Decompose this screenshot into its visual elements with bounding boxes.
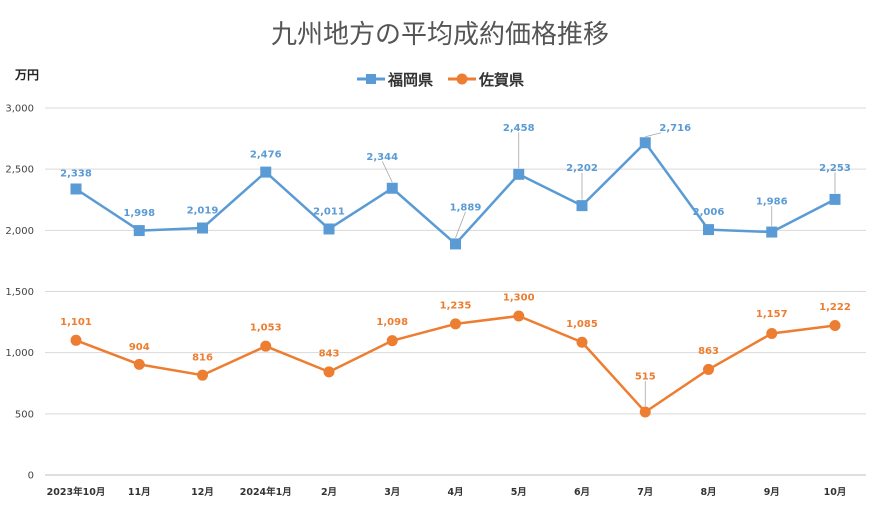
data-point bbox=[70, 334, 82, 346]
data-label: 904 bbox=[129, 342, 150, 353]
data-point bbox=[766, 327, 778, 339]
data-label: 1,157 bbox=[756, 309, 788, 320]
y-tick-label: 3,000 bbox=[5, 104, 34, 115]
series-fukuoka: 2,338 1,998 2,019 2,476 2,011 2,344 1,889 2,458… bbox=[60, 123, 851, 250]
data-label: 1,300 bbox=[503, 292, 535, 303]
data-label: 816 bbox=[192, 353, 213, 364]
data-label: 1,235 bbox=[440, 300, 472, 311]
data-label: 515 bbox=[635, 371, 656, 382]
data-point bbox=[513, 310, 525, 322]
data-point bbox=[197, 369, 208, 381]
data-point bbox=[133, 225, 145, 237]
data-label: 1,889 bbox=[450, 202, 482, 213]
data-label: 2,011 bbox=[313, 206, 345, 217]
data-point bbox=[513, 168, 525, 180]
data-label: 2,006 bbox=[693, 207, 725, 218]
x-axis-tick-labels: 2023年10月 11月 12月 2024年1月 2月 3月 4月 5月 6月 7月 8月 9月 10月 bbox=[47, 486, 847, 498]
x-tick-label: 2024年1月 bbox=[240, 486, 292, 498]
data-point bbox=[829, 193, 841, 205]
data-point bbox=[639, 137, 651, 149]
y-tick-label: 2,000 bbox=[5, 226, 34, 237]
data-label: 1,986 bbox=[756, 197, 788, 208]
gridlines bbox=[45, 107, 866, 476]
leader-line bbox=[381, 161, 393, 183]
data-label: 1,098 bbox=[376, 317, 408, 328]
data-label: 1,998 bbox=[123, 208, 155, 219]
leader-line bbox=[645, 132, 662, 138]
data-label: 2,344 bbox=[366, 152, 398, 163]
data-label: 863 bbox=[698, 346, 719, 357]
legend-label-saga: 佐賀県 bbox=[478, 71, 524, 89]
data-point bbox=[323, 223, 335, 235]
y-tick-label: 2,500 bbox=[5, 165, 34, 176]
data-point bbox=[450, 238, 461, 250]
x-tick-label: 4月 bbox=[447, 487, 463, 498]
y-tick-label: 1,500 bbox=[5, 287, 34, 298]
data-point bbox=[829, 320, 841, 332]
data-point bbox=[703, 363, 714, 375]
data-label: 843 bbox=[319, 348, 340, 359]
data-label: 1,222 bbox=[819, 302, 851, 313]
data-point bbox=[197, 222, 208, 234]
y-tick-label: 0 bbox=[28, 471, 34, 482]
legend-label-fukuoka: 福岡県 bbox=[387, 71, 433, 89]
legend-item-saga: 佐賀県 bbox=[448, 71, 524, 89]
data-point bbox=[576, 200, 588, 212]
data-point bbox=[386, 335, 398, 347]
data-point bbox=[260, 340, 272, 352]
x-tick-label: 8月 bbox=[700, 487, 716, 498]
legend-item-fukuoka: 福岡県 bbox=[357, 71, 433, 89]
data-point bbox=[133, 358, 145, 370]
data-point bbox=[450, 318, 461, 330]
data-label: 2,716 bbox=[659, 123, 691, 134]
data-point bbox=[766, 226, 778, 238]
data-label: 2,338 bbox=[60, 168, 92, 179]
data-label: 2,253 bbox=[819, 163, 851, 174]
y-tick-label: 1,000 bbox=[5, 348, 34, 359]
series-layer: 2,338 1,998 2,019 2,476 2,011 2,344 1,889 2,458… bbox=[60, 123, 851, 418]
data-point bbox=[386, 182, 398, 194]
data-point bbox=[703, 224, 714, 236]
x-tick-label: 11月 bbox=[128, 487, 151, 498]
series-saga: 1,101 904 816 1,053 843 1,098 1,235 1,300 1,085 5… bbox=[60, 292, 851, 418]
series-line bbox=[75, 141, 836, 246]
data-label: 2,019 bbox=[187, 206, 219, 217]
x-tick-label: 2023年10月 bbox=[47, 486, 106, 498]
data-label: 1,085 bbox=[566, 319, 598, 330]
data-label: 2,458 bbox=[503, 123, 535, 134]
data-label: 1,053 bbox=[250, 323, 282, 334]
data-label: 2,476 bbox=[250, 150, 282, 161]
legend: 福岡県 佐賀県 bbox=[357, 71, 524, 89]
data-point bbox=[639, 406, 651, 418]
series-line bbox=[75, 314, 836, 414]
y-axis-unit-label: 万円 bbox=[14, 68, 39, 82]
data-point bbox=[323, 366, 335, 378]
y-tick-label: 500 bbox=[15, 409, 34, 420]
leader-line bbox=[455, 211, 466, 239]
data-point bbox=[260, 166, 272, 178]
y-axis-tick-labels: 0 500 1,000 1,500 2,000 2,500 3,000 bbox=[5, 104, 34, 482]
data-point bbox=[576, 336, 588, 348]
x-tick-label: 9月 bbox=[764, 487, 780, 498]
chart-title: 九州地方の平均成約価格推移 bbox=[271, 20, 609, 50]
x-tick-label: 6月 bbox=[574, 487, 590, 498]
x-tick-label: 12月 bbox=[191, 487, 214, 498]
x-tick-label: 5月 bbox=[511, 487, 527, 498]
x-tick-label: 3月 bbox=[384, 487, 400, 498]
data-label: 1,101 bbox=[60, 317, 92, 328]
x-tick-label: 7月 bbox=[637, 487, 653, 498]
data-point bbox=[70, 183, 82, 195]
x-tick-label: 2月 bbox=[321, 487, 337, 498]
x-tick-label: 10月 bbox=[824, 487, 847, 498]
data-label: 2,202 bbox=[566, 163, 598, 174]
